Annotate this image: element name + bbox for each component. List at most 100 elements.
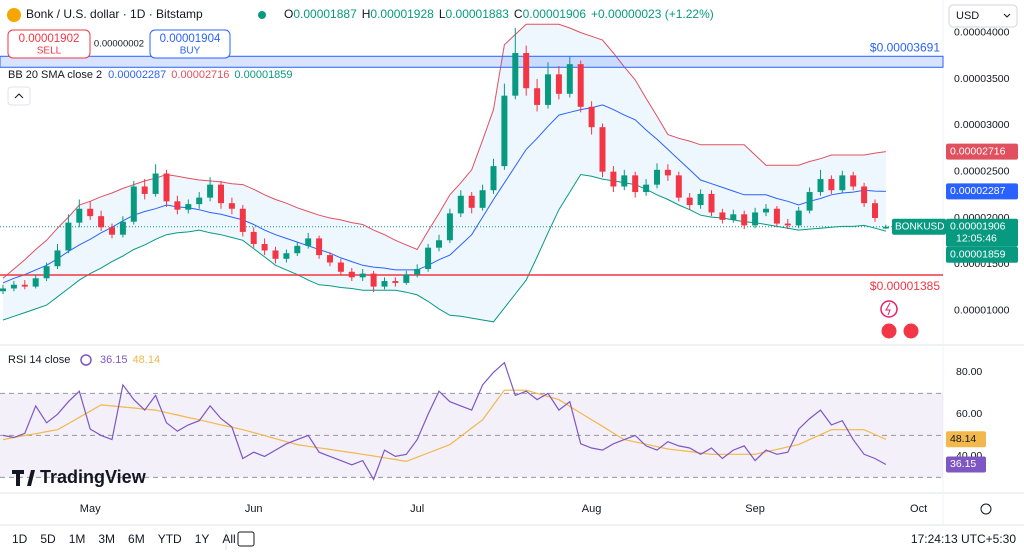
o-label: O (284, 7, 293, 21)
l-value: 0.00001883 (446, 7, 510, 21)
price-pill-bg (946, 218, 1018, 247)
candle-body (76, 208, 83, 223)
range-button[interactable]: All (222, 532, 235, 546)
candle-body (643, 184, 650, 193)
candle-body (588, 106, 595, 128)
candle-body (479, 190, 486, 208)
chevron (1003, 13, 1011, 18)
event-icon[interactable] (880, 300, 898, 318)
o-value: 0.00001887 (293, 7, 357, 21)
candle-body (610, 171, 617, 187)
candle-body (555, 74, 562, 94)
range-button[interactable]: 3M (98, 532, 115, 546)
logo-text: TradingView (40, 467, 147, 487)
candle-body (686, 197, 693, 206)
c-label: C (514, 7, 523, 21)
settings-icon[interactable] (980, 503, 992, 515)
bb-lower-label-bg (946, 246, 1018, 263)
candle-body (654, 169, 660, 185)
y-tick-label: 0.00003000 (954, 119, 1010, 131)
countdown: 12:05:46 (956, 233, 997, 245)
range-button[interactable]: 1D (12, 532, 28, 546)
candle-body (436, 240, 442, 248)
sell-label: SELL (37, 46, 62, 57)
candle-body (784, 223, 791, 226)
symbol-icon (7, 8, 21, 22)
x-tick-label: May (80, 503, 101, 515)
candle-body (861, 186, 868, 204)
candle-body (425, 247, 432, 269)
range-button[interactable]: 6M (128, 532, 145, 546)
flag-icon[interactable] (880, 322, 898, 340)
rsi-line (2, 361, 887, 481)
candle-body (359, 273, 366, 278)
band-line (2, 104, 886, 284)
candle-body (272, 250, 279, 259)
bb-title: BB 20 SMA close 2 (8, 69, 102, 81)
candle-body (327, 255, 333, 263)
rsi-icon (80, 354, 92, 366)
rsi-values: 36.15 48.14 (100, 354, 160, 366)
y-tick-label: 0.00002500 (954, 165, 1010, 177)
candle-body (446, 213, 453, 241)
range-button[interactable]: 5D (40, 532, 56, 546)
band-line (2, 23, 886, 279)
background-layer: 0.000010000.000015000.000020000.00002500… (0, 23, 1010, 478)
range-button[interactable]: 1M (69, 532, 86, 546)
symbol-pill: BONKUSD (895, 221, 944, 232)
collapse-button[interactable] (7, 86, 31, 106)
x-tick-label: Aug (582, 503, 602, 515)
bb-upper-value: 0.00002716 (171, 69, 229, 81)
level-label: $0.00003691 (870, 40, 940, 54)
symbol-pill-bg (892, 218, 946, 235)
candle-body (250, 231, 257, 244)
rsi-value-label-1: 48.14 (950, 433, 976, 445)
bb-upper-label: 0.00002716 (950, 145, 1006, 157)
currency-select[interactable] (948, 4, 1018, 28)
candle-body (741, 214, 748, 226)
candle-body (54, 250, 61, 267)
buy-button[interactable] (149, 29, 231, 59)
candle-body (392, 281, 399, 283)
x-tick-label: Oct (910, 503, 927, 515)
candle-body (632, 175, 639, 193)
candle-body (730, 214, 737, 220)
rsi-line (2, 389, 887, 463)
clock: 17:24:13 UTC+5:30 (911, 532, 1016, 546)
h-value: 0.00001928 (370, 7, 434, 21)
level-label: $0.00001385 (870, 279, 940, 293)
symbol: Bonk / U.S. dollar · 1D · Bitstamp (26, 7, 203, 21)
range-button[interactable]: YTD (158, 532, 182, 546)
sell-button[interactable] (7, 29, 91, 59)
range-button[interactable]: 1Y (195, 532, 210, 546)
flag-icon[interactable] (902, 322, 920, 340)
candle-body (43, 266, 50, 279)
candle-body (414, 268, 421, 275)
band-line (2, 173, 887, 323)
spread: 0.00000002 (94, 39, 144, 50)
candle-body (109, 227, 115, 235)
candle-body (872, 203, 878, 219)
bb-lower-label: 0.00001859 (950, 249, 1006, 261)
candle-body (152, 173, 159, 194)
candle-body (185, 204, 192, 210)
change: +0.00000023 (+1.22%) (591, 7, 714, 21)
rsi-value-label-1-bg (946, 431, 986, 448)
calendar-icon[interactable] (237, 531, 255, 547)
candle-body (174, 201, 181, 210)
c-value: 0.00001906 (523, 7, 587, 21)
ui-layer: Bonk / U.S. dollar · 1D · Bitstamp O0.00… (7, 4, 1018, 550)
candle-body (130, 186, 137, 222)
candle-body (763, 208, 769, 213)
x-tick-label: Sep (745, 503, 765, 515)
candle-body (403, 274, 410, 283)
candle-body (207, 184, 214, 198)
candle-body (98, 216, 105, 228)
candle-body (621, 175, 628, 187)
candle-body (0, 288, 6, 292)
candle-body (850, 175, 857, 187)
chevron-up (14, 93, 24, 99)
rsi-value-label-0: 36.15 (950, 458, 976, 470)
candle-body (283, 253, 290, 259)
